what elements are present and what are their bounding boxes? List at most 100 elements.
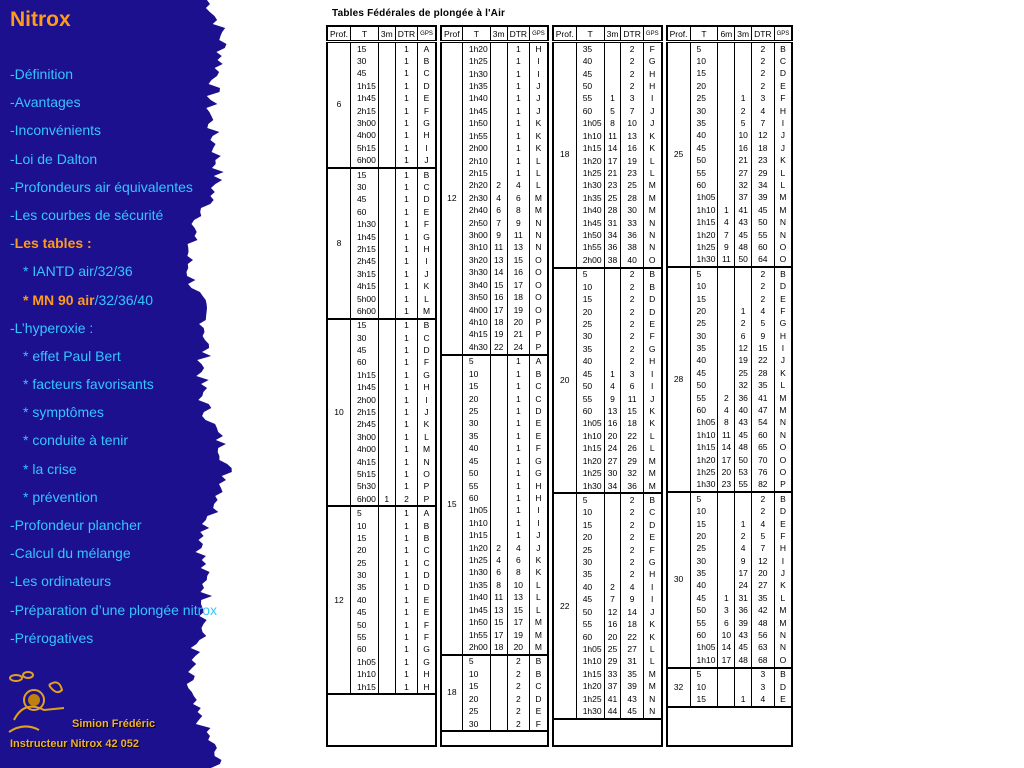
table-cell: [603, 519, 622, 532]
nav-item[interactable]: * conduite à tenir: [10, 432, 225, 448]
table-cell: G: [642, 55, 663, 68]
nav-item[interactable]: -Les courbes de sécurité: [10, 207, 225, 223]
table-cell: 20: [506, 316, 531, 329]
table-cell: J: [529, 541, 549, 555]
table-row: 50 32 35 L: [667, 379, 793, 392]
table-cell: 7: [717, 228, 736, 242]
nav-item[interactable]: -Avantages: [10, 94, 225, 110]
table-cell: N: [773, 228, 793, 242]
nav-item[interactable]: * prévention: [10, 489, 225, 505]
table-cell: 1: [506, 529, 531, 542]
nav-item[interactable]: * IANTD air/32/36: [10, 263, 225, 279]
table-cell: K: [642, 129, 663, 143]
table-row: 1h40 11 13 L: [441, 591, 549, 605]
table-cell: [377, 268, 396, 281]
table-cell: 14: [603, 142, 622, 155]
table-cell: [489, 154, 508, 168]
table-row: 1h15 1 G: [327, 369, 437, 382]
table-row: 4h00 1 M: [327, 443, 437, 456]
depth-cell: 6: [326, 41, 351, 169]
nav-item[interactable]: * MN 90 air/32/36/40: [10, 292, 225, 308]
table-row: 4h30 22 24 P: [441, 341, 549, 356]
table-cell: 40: [689, 129, 719, 143]
table-cell: [734, 267, 753, 281]
table-cell: I: [773, 117, 793, 130]
table-cell: 1h30: [689, 478, 719, 494]
nav-item[interactable]: -Loi de Dalton: [10, 151, 225, 167]
table-cell: B: [773, 667, 793, 681]
nav-item[interactable]: -Les tables :: [10, 235, 225, 251]
nav-item[interactable]: * la crise: [10, 461, 225, 477]
nav-item[interactable]: -Préparation d’une plongée nitrox: [10, 602, 225, 618]
nav-item[interactable]: -L’hyperoxie :: [10, 320, 225, 336]
table-cell: H: [417, 680, 437, 696]
table-cell: 20: [506, 641, 531, 656]
table-cell: B: [773, 492, 793, 506]
table-cell: [377, 167, 396, 182]
table-row: 50 2 H: [553, 80, 663, 93]
table-cell: 60: [461, 492, 491, 505]
nav-item[interactable]: -Calcul du mélange: [10, 545, 225, 561]
table-row: 2h00 38 40 O: [553, 254, 663, 269]
table-cell: 1h10: [461, 517, 491, 530]
table-cell: [489, 405, 508, 418]
table-cell: 54: [751, 416, 775, 430]
table-cell: [603, 568, 622, 582]
table-cell: B: [417, 519, 437, 533]
table-cell: [717, 492, 736, 506]
table-cell: 1: [394, 606, 419, 619]
table-cell: P: [417, 493, 437, 508]
table-row: 18 5 2 B: [440, 654, 549, 733]
table-cell: K: [529, 566, 549, 580]
table-cell: 45: [689, 367, 719, 380]
depth-cell: 18: [440, 654, 463, 733]
table-cell: [489, 454, 508, 468]
table-cell: 2: [489, 179, 508, 193]
nav-item[interactable]: -Inconvénients: [10, 122, 225, 138]
nav-item[interactable]: -Profondeur plancher: [10, 517, 225, 533]
table-cell: [377, 280, 396, 293]
table-cell: H: [773, 329, 793, 343]
table-row: 1h25 1 I: [441, 55, 549, 68]
nav-item[interactable]: -Définition: [10, 66, 225, 82]
table-row: 30 6 9 H: [667, 329, 793, 343]
table-cell: 34: [603, 229, 622, 242]
table-row: 12 1h20 1 H: [440, 41, 549, 356]
table-cell: 2: [620, 281, 644, 294]
nav-item[interactable]: -Profondeurs air équivalentes: [10, 179, 225, 195]
table-cell: 44: [603, 705, 622, 720]
table-cell: 6: [506, 192, 531, 205]
table-row: 20 1 C: [327, 544, 437, 558]
nav-item[interactable]: -Les ordinateurs: [10, 573, 225, 589]
nav-item[interactable]: * symptômes: [10, 404, 225, 420]
table-cell: [489, 92, 508, 106]
table-cell: [377, 243, 396, 256]
table-filler: [327, 694, 436, 746]
table-cell: [717, 505, 736, 518]
table-cell: 34: [603, 479, 622, 495]
table-cell: 3h10: [461, 241, 491, 255]
table-cell: [717, 154, 736, 167]
nav-item[interactable]: * facteurs favorisants: [10, 376, 225, 392]
table-cell: 3h40: [461, 279, 491, 292]
table-cell: 15: [506, 604, 531, 617]
table-cell: 2h40: [461, 204, 491, 217]
table-cell: 24: [734, 579, 753, 593]
nav-item[interactable]: -Prérogatives: [10, 630, 225, 646]
table-cell: [603, 305, 622, 319]
table-cell: 25: [689, 92, 719, 105]
table-row: 2h40 6 8 M: [441, 204, 549, 217]
table-cell: 2: [751, 292, 775, 306]
table-cell: M: [773, 616, 793, 630]
table-cell: 21: [603, 167, 622, 180]
table-cell: 50: [734, 453, 753, 467]
table-cell: 1: [394, 305, 419, 320]
table-cell: O: [642, 254, 663, 269]
table-row: 20 5 2 B: [552, 267, 663, 495]
table-cell: 1h55: [461, 628, 491, 642]
table-row: 28 5 2 B: [666, 267, 793, 494]
table-cell: 13: [489, 254, 508, 267]
nav-item[interactable]: * effet Paul Bert: [10, 348, 225, 364]
table-row: 30 2 G: [553, 556, 663, 569]
table-cell: 1: [394, 544, 419, 558]
